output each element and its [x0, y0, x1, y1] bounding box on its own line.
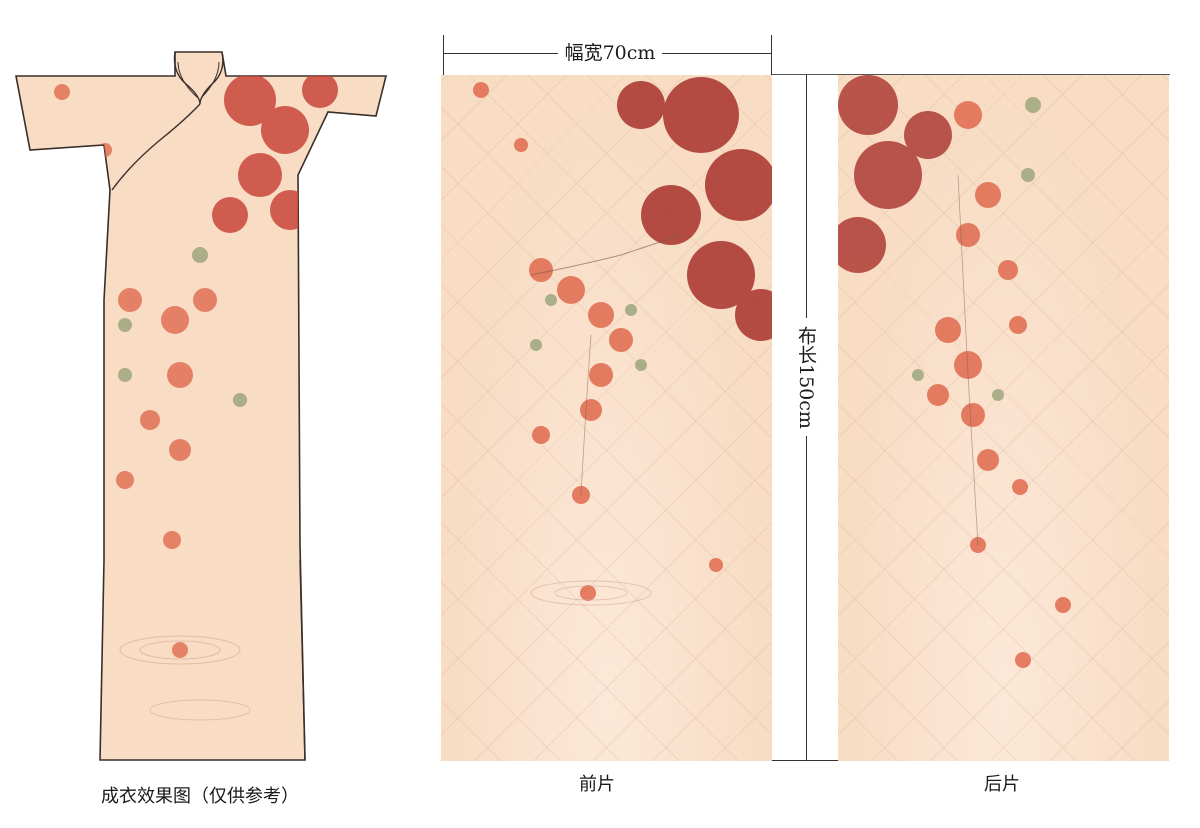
- width-label: 幅宽70cm: [558, 40, 662, 66]
- bottom-reference-line: [772, 760, 838, 761]
- length-label: 布长150cm: [789, 318, 823, 436]
- back-panel: [838, 75, 1169, 761]
- dress-body: [15, 51, 388, 761]
- front-panel-print: [473, 77, 772, 606]
- front-caption: 前片: [579, 774, 615, 795]
- side-slit: [299, 559, 306, 761]
- width-tick-right: [771, 35, 772, 75]
- front-panel: [441, 75, 772, 761]
- dress-caption: 成衣效果图（仅供参考）: [101, 786, 299, 807]
- back-caption: 后片: [984, 774, 1020, 795]
- collar-inner: [177, 61, 220, 99]
- dress-maple-print: [54, 72, 338, 721]
- width-tick-left: [443, 35, 444, 75]
- top-reference-line: [772, 74, 1170, 75]
- sleeve-hem: [29, 144, 105, 151]
- sleeve-hem-right: [327, 111, 377, 117]
- qipao-illustration: [15, 51, 388, 761]
- front-closure-line: [111, 103, 201, 191]
- back-panel-print: [838, 75, 1071, 668]
